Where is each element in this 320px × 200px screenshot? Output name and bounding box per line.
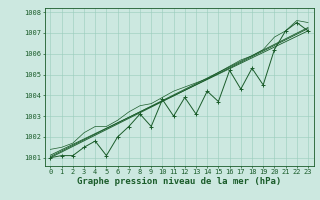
X-axis label: Graphe pression niveau de la mer (hPa): Graphe pression niveau de la mer (hPa) bbox=[77, 177, 281, 186]
